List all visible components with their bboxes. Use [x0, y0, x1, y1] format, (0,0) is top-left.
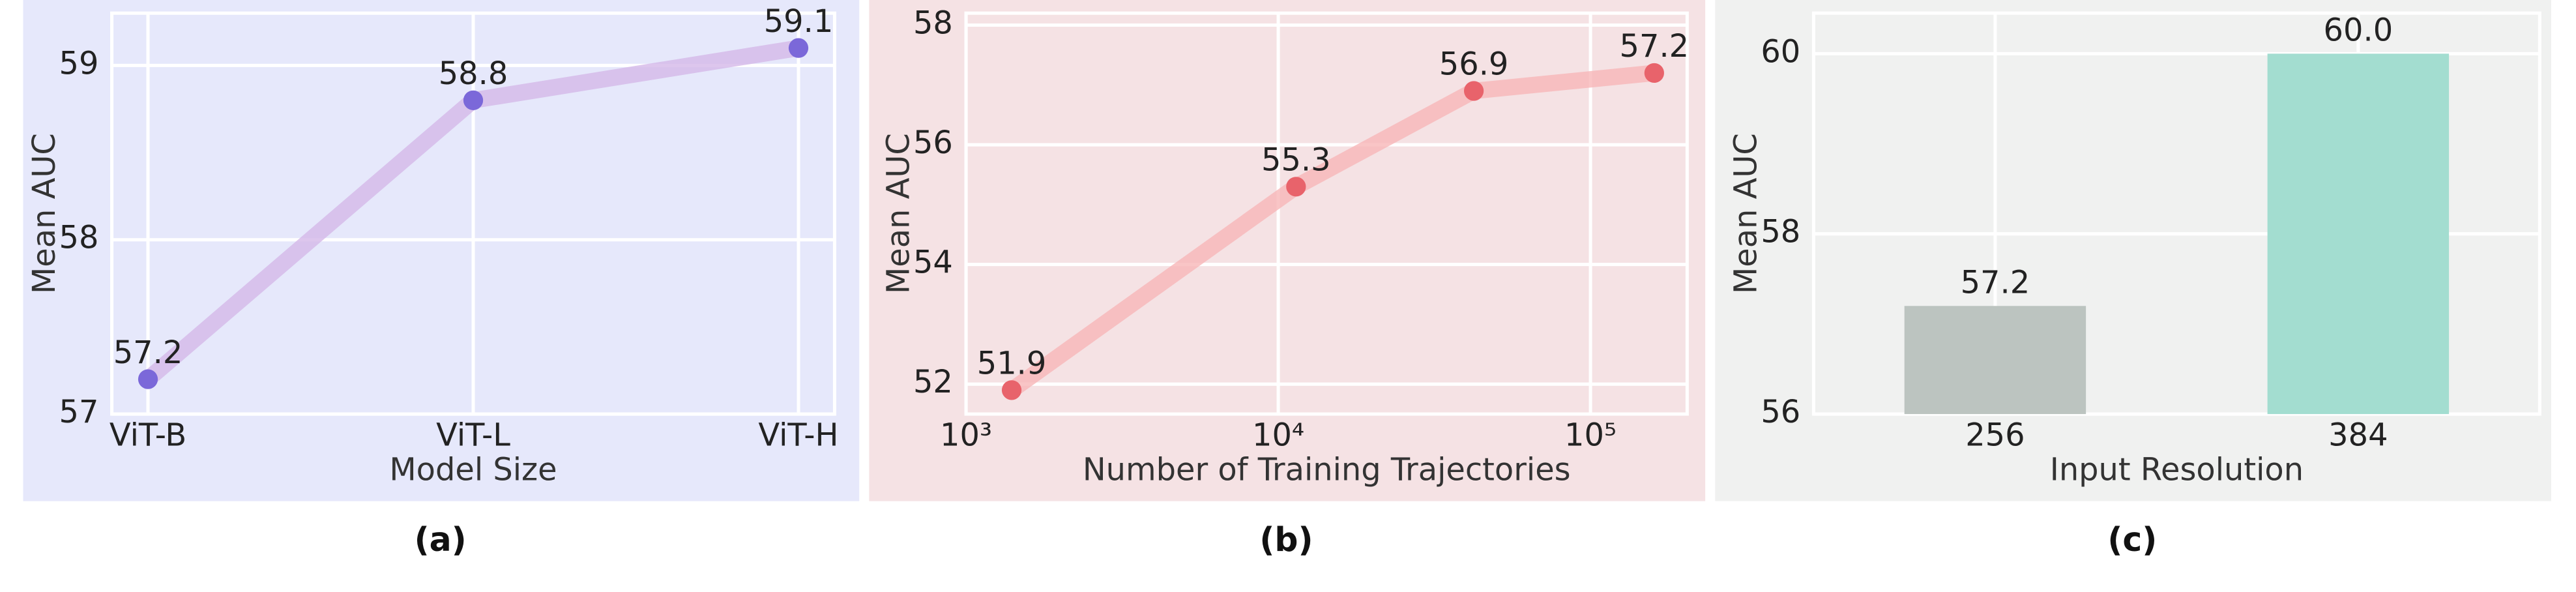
- bar: [1904, 306, 2086, 415]
- data-label: 58.8: [439, 56, 508, 92]
- y-tick-label: 58: [59, 220, 99, 256]
- x-tick-label: ViT-L: [436, 417, 510, 453]
- marker: [1463, 81, 1484, 101]
- y-tick-label: 57: [59, 394, 99, 430]
- panel-caption: (b): [1259, 520, 1313, 559]
- line: [1003, 65, 1663, 398]
- x-axis-label: Number of Training Trajectories: [1083, 452, 1571, 488]
- y-tick-label: 52: [913, 364, 953, 400]
- y-tick-label: 54: [913, 245, 953, 281]
- x-axis-label: Model Size: [389, 452, 557, 488]
- data-label: 57.2: [113, 335, 183, 371]
- x-tick-label: ViT-B: [110, 417, 186, 453]
- y-tick-label: 58: [1761, 215, 1800, 250]
- data-label: 57.2: [1961, 265, 2030, 301]
- y-tick-label: 58: [913, 6, 953, 42]
- data-label: 59.1: [764, 4, 834, 40]
- data-label: 56.9: [1439, 47, 1509, 83]
- y-tick-label: 59: [59, 46, 99, 81]
- marker: [1644, 63, 1664, 83]
- x-tick-label: 10³: [940, 417, 992, 453]
- marker: [1286, 177, 1306, 197]
- data-label: 51.9: [977, 346, 1047, 382]
- marker: [138, 369, 158, 389]
- x-tick-label: 10⁴: [1252, 417, 1304, 453]
- bar: [2267, 53, 2450, 415]
- y-axis-label: Mean AUC: [881, 133, 916, 294]
- data-label: 55.3: [1261, 143, 1331, 179]
- x-tick-label: 384: [2328, 417, 2388, 453]
- y-tick-label: 56: [1761, 394, 1800, 430]
- x-tick-label: ViT-H: [758, 417, 838, 453]
- x-tick-label: 10⁵: [1564, 417, 1617, 453]
- data-label: 57.2: [1620, 29, 1690, 65]
- marker: [788, 38, 809, 58]
- panel-background: [23, 0, 860, 501]
- y-tick-label: 56: [913, 125, 953, 161]
- y-axis-label: Mean AUC: [27, 133, 63, 294]
- y-tick-label: 60: [1761, 34, 1800, 70]
- data-label: 60.0: [2324, 13, 2393, 49]
- panel-caption: (a): [415, 520, 467, 559]
- y-axis-label: Mean AUC: [1729, 133, 1764, 294]
- marker: [1001, 380, 1022, 400]
- x-tick-label: 256: [1965, 417, 2025, 453]
- x-axis-label: Input Resolution: [2050, 452, 2304, 488]
- panel-caption: (c): [2107, 520, 2157, 559]
- marker: [463, 90, 484, 110]
